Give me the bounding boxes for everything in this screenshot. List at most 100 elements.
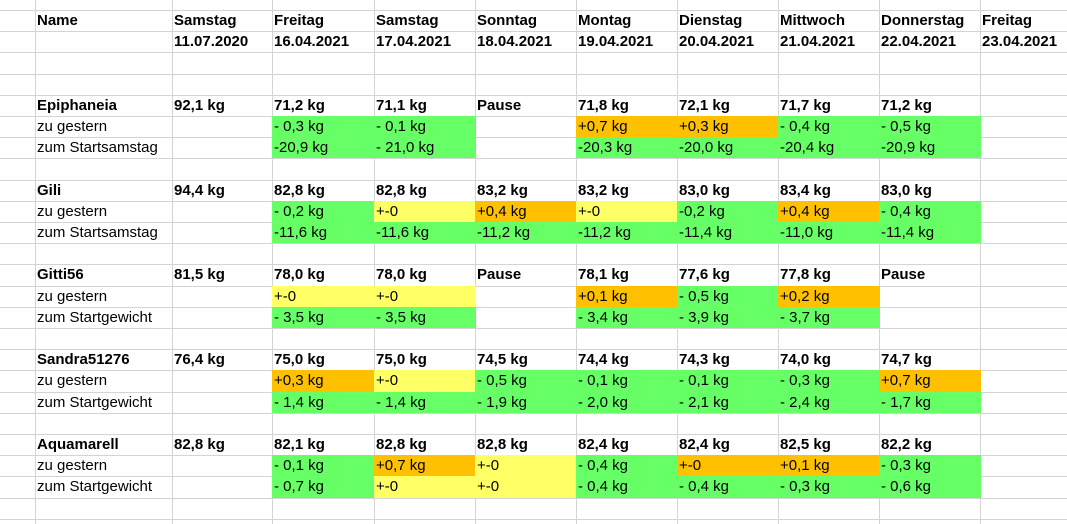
weight-cell[interactable]: 82,8 kg: [376, 436, 427, 453]
weight-cell[interactable]: 82,8 kg: [376, 182, 427, 199]
person-name[interactable]: Gitti56: [37, 266, 84, 283]
weight-cell[interactable]: 77,8 kg: [780, 266, 831, 283]
weight-cell[interactable]: 76,4 kg: [174, 351, 225, 368]
weight-cell[interactable]: 71,8 kg: [578, 97, 629, 114]
change-cell[interactable]: -11,6 kg: [374, 222, 476, 243]
change-cell[interactable]: -11,0 kg: [778, 222, 880, 243]
change-cell[interactable]: - 0,3 kg: [778, 476, 880, 498]
change-cell[interactable]: +-0: [374, 286, 476, 307]
change-cell[interactable]: - 0,4 kg: [778, 116, 880, 137]
header-date[interactable]: 22.04.2021: [881, 33, 957, 50]
header-day[interactable]: Mittwoch: [780, 12, 845, 29]
change-cell[interactable]: - 0,4 kg: [576, 455, 678, 476]
change-cell[interactable]: - 21,0 kg: [374, 137, 476, 158]
change-cell[interactable]: +-0: [475, 476, 577, 498]
weight-cell[interactable]: 82,2 kg: [881, 436, 932, 453]
header-date[interactable]: 17.04.2021: [376, 33, 452, 50]
change-cell[interactable]: +0,7 kg: [879, 370, 981, 392]
change-cell[interactable]: +0,3 kg: [677, 116, 779, 137]
change-cell[interactable]: - 0,1 kg: [272, 455, 375, 476]
person-name[interactable]: Sandra51276: [37, 351, 130, 368]
change-cell[interactable]: -11,4 kg: [677, 222, 779, 243]
weight-cell[interactable]: 74,3 kg: [679, 351, 730, 368]
weight-cell[interactable]: 74,5 kg: [477, 351, 528, 368]
row-label[interactable]: zum Startgewicht: [37, 478, 153, 495]
change-cell[interactable]: +-0: [374, 201, 476, 222]
row-label[interactable]: zum Startgewicht: [37, 309, 153, 326]
change-cell[interactable]: - 0,3 kg: [272, 116, 375, 137]
weight-cell[interactable]: 74,7 kg: [881, 351, 932, 368]
weight-cell[interactable]: 82,8 kg: [274, 182, 325, 199]
change-cell[interactable]: -20,9 kg: [879, 137, 981, 158]
weight-cell[interactable]: 81,5 kg: [174, 266, 225, 283]
header-day[interactable]: Samstag: [376, 12, 439, 29]
weight-cell[interactable]: 75,0 kg: [376, 351, 427, 368]
weight-cell[interactable]: 82,8 kg: [477, 436, 528, 453]
header-day[interactable]: Dienstag: [679, 12, 743, 29]
weight-cell[interactable]: 82,4 kg: [679, 436, 730, 453]
change-cell[interactable]: - 0,4 kg: [677, 476, 779, 498]
header-date[interactable]: 23.04.2021: [982, 33, 1058, 50]
header-date[interactable]: 20.04.2021: [679, 33, 755, 50]
change-cell[interactable]: +-0: [374, 370, 476, 392]
header-date[interactable]: 21.04.2021: [780, 33, 856, 50]
row-label[interactable]: zum Startgewicht: [37, 394, 153, 411]
change-cell[interactable]: - 0,5 kg: [475, 370, 577, 392]
row-label[interactable]: zu gestern: [37, 457, 108, 474]
weight-cell[interactable]: 74,0 kg: [780, 351, 831, 368]
change-cell[interactable]: - 2,4 kg: [778, 392, 880, 413]
change-cell[interactable]: +0,3 kg: [272, 370, 375, 392]
weight-cell[interactable]: 74,4 kg: [578, 351, 629, 368]
change-cell[interactable]: -20,4 kg: [778, 137, 880, 158]
change-cell[interactable]: - 3,5 kg: [272, 307, 375, 328]
change-cell[interactable]: - 2,1 kg: [677, 392, 779, 413]
change-cell[interactable]: -11,6 kg: [272, 222, 375, 243]
change-cell[interactable]: -0,2 kg: [677, 201, 779, 222]
person-name[interactable]: Epiphaneia: [37, 97, 118, 114]
row-label[interactable]: zu gestern: [37, 118, 108, 135]
change-cell[interactable]: - 2,0 kg: [576, 392, 678, 413]
change-cell[interactable]: -11,4 kg: [879, 222, 981, 243]
change-cell[interactable]: +-0: [374, 476, 476, 498]
change-cell[interactable]: - 1,7 kg: [879, 392, 981, 413]
weight-cell[interactable]: 82,1 kg: [274, 436, 325, 453]
change-cell[interactable]: - 3,5 kg: [374, 307, 476, 328]
weight-cell[interactable]: Pause: [881, 266, 926, 283]
weight-cell[interactable]: 83,0 kg: [679, 182, 730, 199]
person-name[interactable]: Aquamarell: [37, 436, 119, 453]
change-cell[interactable]: +0,1 kg: [778, 455, 880, 476]
weight-cell[interactable]: 94,4 kg: [174, 182, 225, 199]
weight-cell[interactable]: 78,0 kg: [376, 266, 427, 283]
change-cell[interactable]: - 0,5 kg: [879, 116, 981, 137]
change-cell[interactable]: - 0,3 kg: [879, 455, 981, 476]
change-cell[interactable]: +-0: [475, 455, 577, 476]
change-cell[interactable]: - 0,1 kg: [677, 370, 779, 392]
row-label[interactable]: zu gestern: [37, 372, 108, 389]
header-day[interactable]: Samstag: [174, 12, 237, 29]
header-day[interactable]: Freitag: [982, 12, 1033, 29]
weight-cell[interactable]: 82,4 kg: [578, 436, 629, 453]
change-cell[interactable]: - 0,7 kg: [272, 476, 375, 498]
person-name[interactable]: Gili: [37, 182, 62, 199]
change-cell[interactable]: - 0,2 kg: [272, 201, 375, 222]
header-name-label[interactable]: Name: [37, 12, 78, 29]
change-cell[interactable]: -20,3 kg: [576, 137, 678, 158]
change-cell[interactable]: - 3,9 kg: [677, 307, 779, 328]
weight-cell[interactable]: Pause: [477, 266, 522, 283]
change-cell[interactable]: +0,4 kg: [778, 201, 880, 222]
weight-cell[interactable]: 83,2 kg: [477, 182, 528, 199]
change-cell[interactable]: - 0,1 kg: [576, 370, 678, 392]
header-date[interactable]: 19.04.2021: [578, 33, 654, 50]
change-cell[interactable]: - 0,4 kg: [576, 476, 678, 498]
header-day[interactable]: Freitag: [274, 12, 325, 29]
weight-cell[interactable]: 92,1 kg: [174, 97, 225, 114]
row-label[interactable]: zu gestern: [37, 203, 108, 220]
header-date[interactable]: 11.07.2020: [174, 33, 249, 50]
change-cell[interactable]: -11,2 kg: [576, 222, 678, 243]
change-cell[interactable]: +0,7 kg: [374, 455, 476, 476]
change-cell[interactable]: - 0,1 kg: [374, 116, 476, 137]
change-cell[interactable]: - 0,4 kg: [879, 201, 981, 222]
change-cell[interactable]: +0,4 kg: [475, 201, 577, 222]
change-cell[interactable]: - 3,4 kg: [576, 307, 678, 328]
header-day[interactable]: Donnerstag: [881, 12, 965, 29]
